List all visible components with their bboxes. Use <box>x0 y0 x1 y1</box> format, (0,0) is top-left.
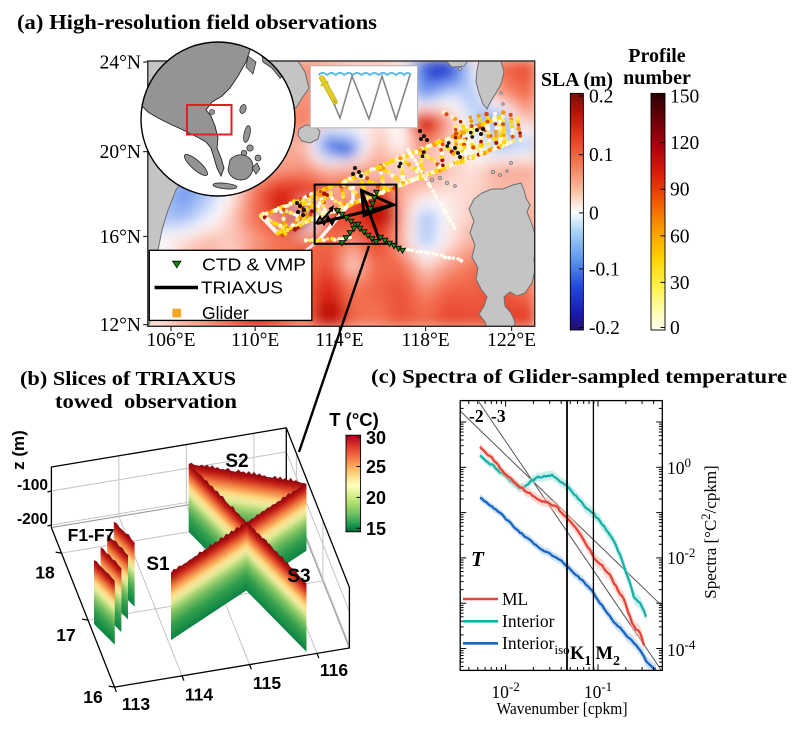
svg-text:122°E: 122°E <box>487 330 536 351</box>
svg-text:114: 114 <box>185 685 213 705</box>
svg-text:115: 115 <box>253 673 281 693</box>
svg-text:M2: M2 <box>596 644 620 669</box>
svg-text:-0.2: -0.2 <box>589 318 620 339</box>
svg-text:110°E: 110°E <box>231 330 279 351</box>
svg-text:20: 20 <box>366 488 386 508</box>
svg-text:30: 30 <box>366 428 386 448</box>
svg-text:Profile: Profile <box>628 45 686 67</box>
svg-text:90: 90 <box>670 180 690 201</box>
svg-text:SLA (m): SLA (m) <box>541 69 613 91</box>
svg-text:T (°C): T (°C) <box>329 409 379 430</box>
svg-text:118°E: 118°E <box>401 330 449 351</box>
svg-text:S2: S2 <box>225 451 248 472</box>
svg-text:-3: -3 <box>491 406 506 426</box>
svg-text:15: 15 <box>366 519 386 539</box>
svg-text:113: 113 <box>122 694 150 714</box>
svg-text:16: 16 <box>83 687 103 707</box>
svg-text:20°N: 20°N <box>100 142 141 163</box>
svg-text:114°E: 114°E <box>315 330 363 351</box>
svg-text:Glider: Glider <box>202 303 249 323</box>
svg-text:-0.1: -0.1 <box>589 259 620 280</box>
svg-text:0: 0 <box>589 203 599 224</box>
svg-text:Interioriso: Interioriso <box>502 633 570 657</box>
svg-text:116: 116 <box>320 660 348 680</box>
svg-text:(c) Spectra of Glider-sampled: (c) Spectra of Glider-sampled temperatur… <box>371 366 787 388</box>
svg-text:25: 25 <box>366 457 386 477</box>
svg-text:number: number <box>623 67 691 89</box>
svg-text:ML: ML <box>502 589 528 609</box>
svg-text:10-4: 10-4 <box>667 637 696 660</box>
svg-text:S1: S1 <box>146 554 170 575</box>
svg-text:16°N: 16°N <box>100 227 141 248</box>
svg-text:106°E: 106°E <box>147 330 196 351</box>
svg-text:S3: S3 <box>287 566 310 587</box>
svg-text:17: 17 <box>56 625 75 645</box>
svg-text:z (m): z (m) <box>9 430 28 470</box>
svg-text:Wavenumber [cpkm]: Wavenumber [cpkm] <box>497 699 628 718</box>
svg-text:10-2: 10-2 <box>667 545 695 568</box>
svg-text:60: 60 <box>670 226 690 247</box>
svg-text:-100: -100 <box>17 477 48 494</box>
svg-text:Spectra [°C2/cpkm]: Spectra [°C2/cpkm] <box>699 465 720 598</box>
svg-text:-2: -2 <box>469 406 484 426</box>
svg-text:0.1: 0.1 <box>589 145 613 166</box>
svg-text:24°N: 24°N <box>100 53 141 74</box>
svg-text:F1-F7: F1-F7 <box>68 525 115 545</box>
svg-text:18: 18 <box>35 563 55 583</box>
svg-text:150: 150 <box>670 87 699 108</box>
svg-text:0: 0 <box>670 318 680 339</box>
svg-text:towed observation: towed observation <box>55 391 238 413</box>
svg-text:30: 30 <box>670 273 690 294</box>
svg-text:K1: K1 <box>570 644 591 669</box>
svg-text:Interior: Interior <box>502 611 555 631</box>
svg-text:100: 100 <box>667 455 691 478</box>
svg-text:0.2: 0.2 <box>589 87 613 108</box>
svg-text:120: 120 <box>670 133 699 154</box>
svg-text:(b) Slices of TRIAXUS: (b) Slices of TRIAXUS <box>20 368 236 390</box>
svg-text:TRIAXUS: TRIAXUS <box>201 278 283 298</box>
svg-text:(a) High-resolution field obse: (a) High-resolution field observations <box>17 10 377 34</box>
svg-text:T: T <box>471 547 485 571</box>
svg-text:-200: -200 <box>17 511 48 528</box>
svg-text:12°N: 12°N <box>100 315 141 336</box>
svg-text:CTD & VMP: CTD & VMP <box>202 255 306 275</box>
